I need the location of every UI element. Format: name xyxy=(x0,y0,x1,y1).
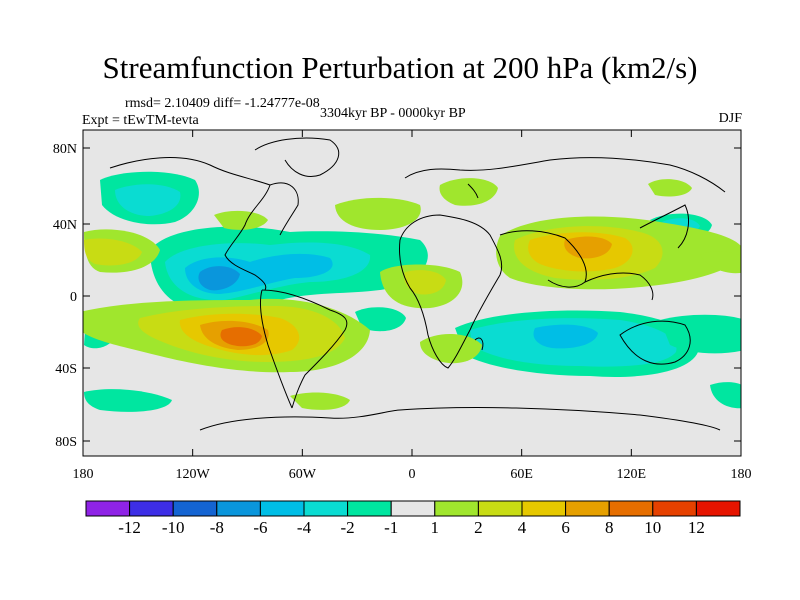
colorbar-swatch xyxy=(347,500,392,517)
colorbar-swatch xyxy=(259,500,305,517)
plot-title: Streamfunction Perturbation at 200 hPa (… xyxy=(102,50,698,85)
colorbar-label: -1 xyxy=(384,518,398,537)
y-tick-label: 40S xyxy=(55,362,77,377)
contour-region xyxy=(220,327,262,347)
colorbar-label: -2 xyxy=(341,518,355,537)
colorbar-swatch xyxy=(434,500,479,517)
colorbar-label: -12 xyxy=(118,518,141,537)
contour-region xyxy=(404,270,446,295)
colorbar-label: -8 xyxy=(210,518,224,537)
colorbar-swatch xyxy=(129,500,174,517)
colorbar-swatch xyxy=(565,500,610,517)
colorbar-label: 8 xyxy=(605,518,614,537)
period-line: 3304kyr BP - 0000kyr BP xyxy=(320,106,466,121)
colorbar-swatch xyxy=(608,500,654,517)
colorbar-label: 4 xyxy=(518,518,527,537)
colorbar-swatch xyxy=(695,500,741,517)
contour-region xyxy=(533,324,598,349)
y-tick-label: 40N xyxy=(53,218,77,233)
contour-region xyxy=(335,197,421,230)
x-tick-label: 120E xyxy=(617,467,647,482)
contour-region xyxy=(439,178,498,206)
colorbar-swatch xyxy=(172,500,218,517)
contour-region xyxy=(700,251,741,274)
contour-region xyxy=(198,266,240,291)
colorbar-swatch xyxy=(521,500,567,517)
y-tick-label: 0 xyxy=(70,290,77,305)
contour-region xyxy=(214,210,268,230)
colorbar-label: 2 xyxy=(474,518,483,537)
experiment-line: Expt = tEwTM-tevta xyxy=(82,113,199,128)
colorbar-swatch xyxy=(390,500,436,517)
contour-region xyxy=(84,389,172,412)
colorbar-label: 6 xyxy=(561,518,570,537)
colorbar-swatch xyxy=(652,500,697,517)
x-tick-label: 60W xyxy=(289,467,317,482)
contour-region xyxy=(420,334,482,364)
colorbar-label: -4 xyxy=(297,518,312,537)
season-label: DJF xyxy=(718,111,742,126)
y-axis: 80N 40N 0 40S 80S xyxy=(53,142,741,450)
x-tick-label: 0 xyxy=(409,467,416,482)
colorbar-swatch xyxy=(216,500,261,517)
colorbar-label: 10 xyxy=(644,518,661,537)
contour-region xyxy=(115,184,181,216)
y-tick-label: 80S xyxy=(55,435,77,450)
contour-region xyxy=(564,236,612,259)
colorbar-swatch xyxy=(477,500,523,517)
colorbar-swatch xyxy=(85,500,131,517)
stats-line: rmsd= 2.10409 diff= -1.24777e-08 xyxy=(125,96,320,111)
x-tick-label: 180 xyxy=(73,467,94,482)
contour-region xyxy=(660,314,741,354)
y-tick-label: 80N xyxy=(53,142,77,157)
x-axis: 180 120W 60W 0 60E 120E 180 xyxy=(73,130,752,482)
colorbar-label: -10 xyxy=(162,518,185,537)
x-tick-label: 120W xyxy=(176,467,211,482)
contour-region xyxy=(648,179,692,197)
coastlines xyxy=(109,137,726,431)
colorbar-label: 1 xyxy=(431,518,440,537)
colorbar-label: 12 xyxy=(688,518,705,537)
colorbar-swatch xyxy=(303,500,349,517)
colorbar-label: -6 xyxy=(253,518,267,537)
x-tick-label: 60E xyxy=(510,467,533,482)
contour-region xyxy=(84,238,142,266)
contour-region xyxy=(290,392,350,410)
contour-region xyxy=(710,382,741,409)
contour-region xyxy=(355,307,406,332)
x-tick-label: 180 xyxy=(731,467,752,482)
